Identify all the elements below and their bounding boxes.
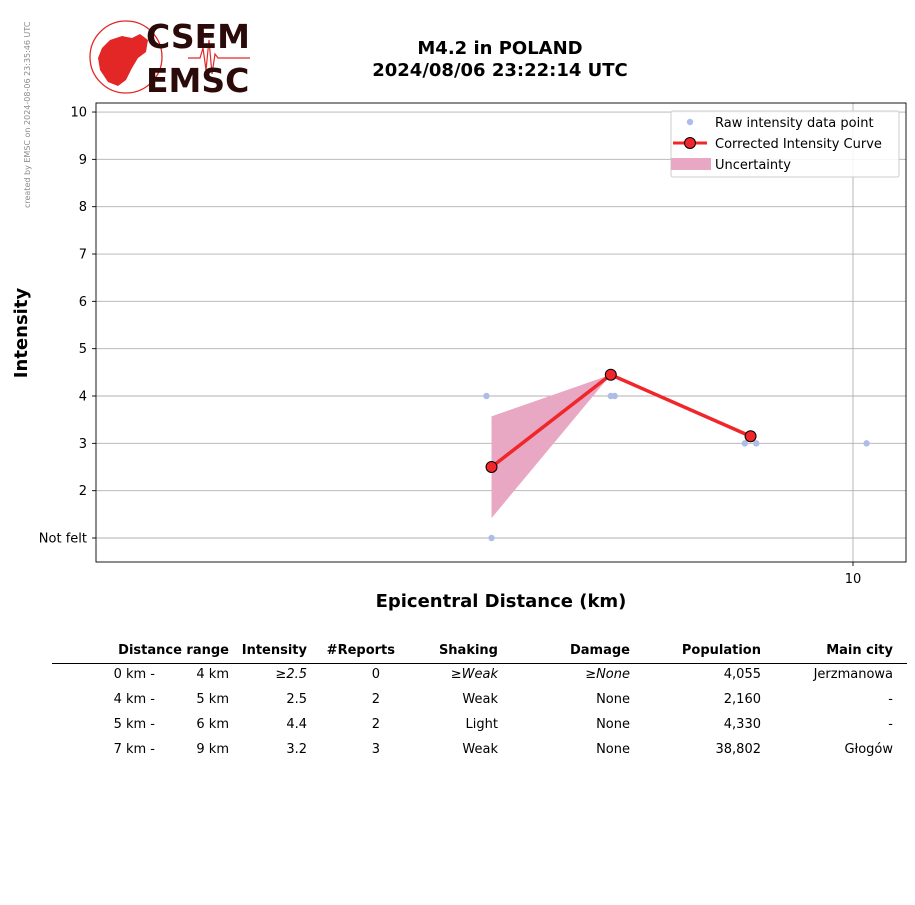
legend-raw-label: Raw intensity data point: [715, 116, 874, 131]
row-intensity: 2.5: [286, 692, 307, 707]
row-reports: 2: [371, 692, 380, 707]
header-population: Population: [681, 643, 761, 658]
row-damage: None: [596, 717, 630, 732]
y-tick-label: Not felt: [39, 532, 87, 547]
uncertainty-band: [491, 374, 611, 519]
row-intensity: ≥2.5: [275, 667, 307, 682]
x-tick-label: 10: [845, 572, 862, 587]
y-tick-label: 7: [79, 248, 87, 263]
row-main-city: -: [888, 717, 893, 732]
x-axis-label: Epicentral Distance (km): [376, 591, 627, 612]
table-row: 0 km - 4 km ≥2.5 0 ≥Weak ≥None 4,055 Jerzmanowa: [52, 664, 907, 689]
y-tick-label: 2: [79, 484, 87, 499]
raw-data-point: [488, 534, 495, 542]
legend-frame: [670, 110, 900, 178]
corrected-intensity-point: [744, 430, 757, 443]
row-intensity: 3.2: [286, 742, 307, 757]
y-tick-label: 6: [79, 295, 87, 310]
row-shaking: Weak: [462, 692, 498, 707]
header-damage: Damage: [569, 643, 630, 658]
row-main-city: Jerzmanowa: [813, 667, 893, 682]
title-line-1: M4.2 in POLAND: [417, 38, 583, 59]
header-intensity: Intensity: [241, 643, 307, 658]
y-tick-label: 9: [79, 153, 87, 168]
row-population: 2,160: [723, 692, 761, 707]
logo-circle: [89, 20, 163, 94]
row-distance-to: 9 km: [196, 742, 229, 757]
row-damage: None: [596, 692, 630, 707]
intensity-table: Distance range Intensity #Reports Shakin…: [52, 640, 907, 764]
header-distance-range: Distance range: [118, 643, 229, 658]
raw-data-point: [753, 440, 760, 447]
y-tick-label: 4: [79, 390, 87, 405]
chart-title: M4.2 in POLAND 2024/08/06 23:22:14 UTC: [330, 38, 670, 82]
table-row: 7 km - 9 km 3.2 3 Weak None 38,802 Głogów: [52, 739, 907, 764]
plot-frame: [95, 102, 907, 563]
row-shaking: Weak: [462, 742, 498, 757]
table-header-row: Distance range Intensity #Reports Shakin…: [52, 640, 907, 664]
legend-curve-label: Corrected Intensity Curve: [715, 137, 882, 152]
logo-text-emsc: EMSC: [146, 61, 249, 98]
row-reports: 3: [371, 742, 380, 757]
legend: Raw intensity data point Corrected Inten…: [670, 110, 900, 178]
row-distance-to: 6 km: [196, 717, 229, 732]
table-row: 5 km - 6 km 4.4 2 Light None 4,330 -: [52, 714, 907, 739]
logo-map: [98, 34, 148, 86]
row-population: 4,330: [723, 717, 761, 732]
row-distance-to: 4 km: [196, 667, 229, 682]
row-population: 4,055: [723, 667, 761, 682]
row-main-city: -: [888, 692, 893, 707]
curve-layer: [485, 368, 757, 474]
table-body: 0 km - 4 km ≥2.5 0 ≥Weak ≥None 4,055 Jerzmanowa…: [52, 664, 907, 764]
csem-emsc-logo: CSEM EMSC: [89, 18, 250, 98]
header-shaking: Shaking: [438, 643, 498, 658]
y-tick-label: 5: [79, 342, 87, 357]
row-distance-from: 4 km -: [113, 692, 155, 707]
row-distance-from: 0 km -: [113, 667, 155, 682]
logo-seismograph: [188, 39, 250, 75]
title-line-2: 2024/08/06 23:22:14 UTC: [372, 60, 628, 81]
legend-curve-marker: [684, 137, 696, 149]
y-tick-label: 8: [79, 200, 87, 215]
intensity-chart: Not felt 2 3 4 5 6 7 8 9 10 10 Epicentral Distanc…: [11, 102, 907, 612]
header-main-city: Main city: [826, 643, 893, 658]
row-main-city: Głogów: [844, 742, 893, 757]
legend-raw-marker: [686, 118, 694, 126]
x-ticks: 10: [845, 562, 862, 587]
row-intensity: 4.4: [286, 717, 307, 732]
y-tick-label: 3: [79, 437, 87, 452]
y-axis-label: Intensity: [11, 288, 32, 379]
table-row: 4 km - 5 km 2.5 2 Weak None 2,160 -: [52, 689, 907, 714]
row-population: 38,802: [715, 742, 762, 757]
row-damage: ≥None: [585, 667, 630, 682]
y-ticks: Not felt 2 3 4 5 6 7 8 9 10: [39, 106, 96, 547]
row-shaking: Light: [465, 717, 498, 732]
y-tick-label: 10: [70, 106, 87, 121]
corrected-intensity-point: [604, 368, 617, 381]
row-damage: None: [596, 742, 630, 757]
logo-text-csem: CSEM: [146, 18, 250, 56]
raw-data-point: [611, 392, 618, 400]
row-reports: 2: [371, 717, 380, 732]
corrected-intensity-point: [485, 461, 498, 474]
raw-data-point: [863, 440, 870, 447]
row-shaking: ≥Weak: [450, 667, 498, 682]
row-distance-from: 7 km -: [113, 742, 155, 757]
legend-uncertainty-swatch: [671, 158, 711, 170]
legend-uncertainty-label: Uncertainty: [715, 158, 791, 173]
raw-data-point: [483, 392, 490, 400]
row-reports: 0: [371, 667, 380, 682]
raw-points-layer: [483, 392, 870, 542]
row-distance-from: 5 km -: [113, 717, 155, 732]
row-distance-to: 5 km: [196, 692, 229, 707]
raw-data-point: [741, 440, 748, 447]
header-reports: #Reports: [326, 643, 395, 658]
uncertainty-band-layer: [491, 374, 611, 519]
